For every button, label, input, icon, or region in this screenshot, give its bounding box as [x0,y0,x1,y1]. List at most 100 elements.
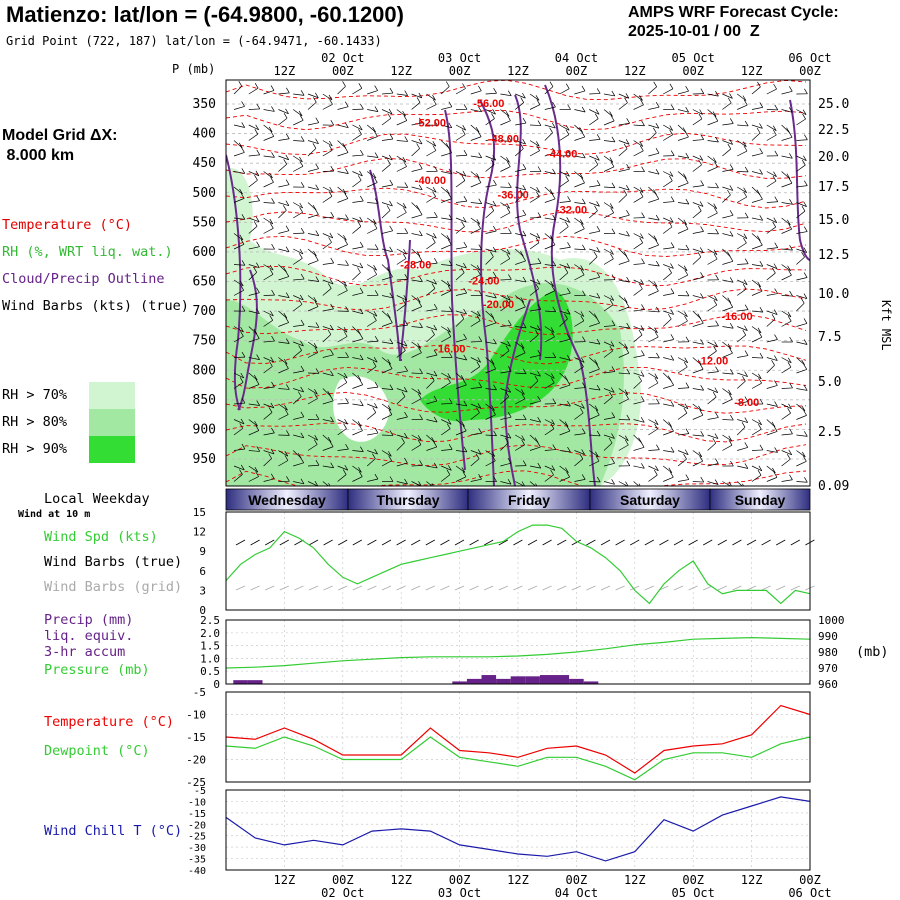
wind-barb-flag [697,251,702,258]
wind-barb [603,186,615,189]
wind-barb-flag [240,331,244,337]
wind-barb-flag [389,338,394,344]
wind-barb-flag [463,354,468,361]
wind-barb-flag [416,143,420,149]
wind-barb-flag [373,315,377,321]
wind-barb [677,228,689,234]
wind-barb-flag [534,375,539,382]
wind-barb-flag [285,108,289,114]
wind-barb [781,90,793,95]
wind-barb [322,216,334,219]
wind-barb-flag [581,152,586,159]
wind-barb [322,334,332,343]
weekday-saturday: Saturday [620,492,680,508]
wind-barb [618,352,629,358]
wind-barb [515,326,527,329]
wind-barb-flag [373,218,377,225]
wind-barb [352,88,363,95]
wind-barb-flag [491,451,496,457]
wind-barb-flag [626,276,630,283]
wind-barb [796,295,808,299]
wind-barb [426,354,438,358]
wind-barb-flag [270,131,275,137]
wind-barb [352,419,362,427]
wind-barb [426,308,438,312]
wind-barb-flag [743,279,748,285]
wind-barb [677,450,689,455]
wind-barb [233,198,245,203]
wind-barb-flag [742,329,747,336]
wind-barb [781,217,791,226]
wind-barb-flag [656,444,660,450]
wind-barb-flag [404,478,408,485]
pressure-tick-550: 550 [193,215,216,230]
wind-barb-flag [639,141,644,147]
wind-barb-flag [684,449,689,455]
wind-barb [603,434,615,439]
wind-barb-flag [743,237,747,244]
weekday-label: Local Weekday [44,491,150,507]
wind-barb-flag [551,239,556,246]
top-hour-9: 00Z [799,64,821,78]
wind-barb [367,109,379,112]
wind-barb-flag [803,410,807,416]
pressure-tick-850: 850 [193,393,216,408]
wind-barb [307,306,319,312]
wind-barb-flag [357,328,361,335]
wind-barb-flag [786,454,791,460]
wind-barb [367,478,378,482]
wind-barb-flag [342,81,346,87]
wind-barb [470,432,482,436]
wind-barb [455,403,467,407]
wind-barb-flag [404,228,409,234]
wind-barb [485,322,497,327]
wind-barb-flag [374,473,379,480]
wind-barb [263,202,275,204]
wind-barb [766,171,777,177]
wind-barb [470,136,482,141]
temp-tick--5: -5 [193,686,206,699]
wind-barb [707,463,719,467]
wind-barb-flag [655,123,660,129]
wind-barb-flag [685,131,689,138]
wind-barb [515,434,525,441]
surface-wind-barb-grid [294,585,304,591]
wind-barb-flag [567,446,571,453]
wind-barb-flag [654,327,658,333]
wind-barb-flag [655,168,660,175]
wind-barb [322,233,333,239]
wind-barb-flag [520,143,524,149]
wind-barb-flag [801,451,806,458]
wind-barb [322,354,334,358]
wind-barb-flag [433,416,438,423]
wind-barb [766,477,778,482]
wind-barb-flag [536,145,540,151]
wind-barb-flag [611,228,616,234]
wind-barb [603,350,613,358]
wind-barb-flag [759,194,763,200]
wind-barb [337,198,348,203]
wind-barb [307,279,319,282]
wind-barb-flag [256,149,261,156]
surface-wind-barb-grid [542,585,552,591]
wind-barb [692,109,703,115]
wind-barb [293,93,305,96]
surface-wind-barb-grid [235,585,246,591]
wind-barb [603,304,614,312]
wind-barb [663,88,674,95]
wind-barb-flag [522,255,526,262]
cycle-line-2: 2025-10-01 / 00 Z [628,23,760,40]
wind-barb [751,326,762,334]
wind-barb [559,217,570,223]
chill-tick--5: -5 [194,786,206,797]
wind-barb [411,202,420,211]
wind-barb-flag [788,403,792,410]
wind-barb-flag [655,285,659,292]
wind-barb [307,295,317,303]
wind-barb-flag [771,313,776,320]
wind-barb [529,279,541,285]
wind-barb [515,372,527,375]
wind-barb-flag [566,263,571,269]
wind-barb-flag [492,455,496,462]
wind-barb [692,368,704,374]
